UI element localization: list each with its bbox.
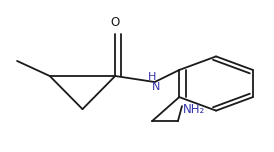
Text: N: N xyxy=(152,82,160,92)
Text: H: H xyxy=(148,72,156,82)
Text: NH₂: NH₂ xyxy=(183,103,206,116)
Text: O: O xyxy=(111,16,120,29)
